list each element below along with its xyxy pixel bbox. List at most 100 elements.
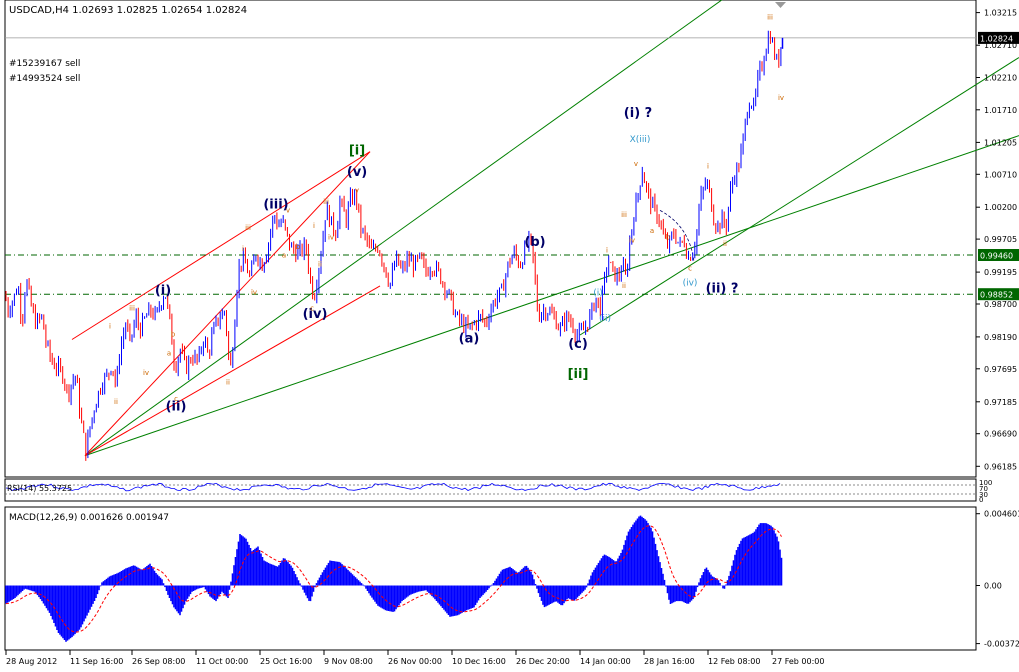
time-tick-label: 26 Dec 20:00: [516, 657, 570, 666]
order-label: #15239167 sell: [9, 59, 80, 69]
price-tick-label: 0.97185: [984, 398, 1017, 407]
candles: [5, 30, 784, 461]
level-price-box: [978, 249, 1019, 261]
price-tick-label: 0.98700: [984, 300, 1017, 309]
price-panel-frame: [4, 0, 977, 478]
wave-label: ii: [723, 240, 727, 248]
wave-label: [ii]: [568, 367, 589, 382]
wave-label: (a): [459, 332, 480, 347]
price-axis: 1.03215 1.02710 1.02210 1.01710 1.01205 1.007…: [976, 9, 1017, 471]
price-tick-label: 1.02710: [984, 41, 1017, 50]
rsi-tick-label: 70: [979, 485, 988, 493]
wave-label: [i]: [349, 143, 365, 158]
macd-tick-label: -0.00372: [984, 640, 1019, 649]
wave-label: v: [355, 186, 359, 194]
time-tick-label: 25 Oct 16:00: [260, 657, 312, 666]
wave-label: iii: [323, 198, 329, 206]
wave-label: i: [313, 222, 315, 230]
horizontal-levels[interactable]: 0.99460 0.98852 1.02824: [5, 31, 1019, 301]
wave-label: (c): [568, 337, 588, 352]
channel-line: [84, 151, 371, 456]
price-tick-label: 0.97695: [984, 365, 1017, 374]
wave-label: (v): [347, 165, 367, 180]
channel-line: [71, 151, 371, 340]
wave-label: c: [310, 305, 314, 313]
current-price-label: 1.02824: [980, 34, 1013, 43]
level-price-label: 0.98852: [980, 291, 1013, 300]
level-price-box: [978, 288, 1019, 301]
time-axis: 28 Aug 2012 11 Sep 16:00 26 Sep 08:00 11 Oc…: [5, 650, 824, 666]
wave-label: iii: [621, 211, 627, 219]
price-tick-label: 1.00200: [984, 203, 1017, 212]
time-tick-label: 9 Nov 08:00: [324, 657, 373, 666]
chart-shift-marker[interactable]: [775, 2, 786, 8]
wave-label: (ii): [166, 400, 187, 415]
wave-label: iii: [245, 224, 251, 232]
wave-label: i: [109, 323, 111, 331]
macd-axis: 0.004601 0.00 -0.00372: [976, 510, 1019, 649]
wave-label: ii: [226, 379, 230, 387]
rsi-tick-label: 0: [979, 496, 983, 504]
current-price-box: [978, 31, 1019, 44]
wave-label: a: [282, 252, 286, 260]
wave-label: (i): [593, 289, 603, 299]
wave-label: iv: [143, 369, 149, 377]
rsi-tick-label: 30: [979, 491, 988, 499]
rsi-label: RSI(14) 55.3725: [7, 484, 72, 493]
wave-label: iv: [328, 234, 334, 242]
price-tick-label: 0.96185: [984, 462, 1017, 471]
wave-label: (b): [524, 235, 545, 250]
price-tick-label: 1.03215: [984, 9, 1017, 18]
price-tick-label: 0.96690: [984, 430, 1017, 439]
wave-label: iv: [251, 288, 257, 296]
wave-label: i: [707, 163, 709, 171]
wave-label: ii: [318, 261, 322, 269]
wave-label: b: [296, 243, 301, 251]
time-tick-label: 11 Sep 16:00: [70, 657, 123, 666]
level-price-label: 0.99460: [980, 252, 1013, 261]
price-tick-label: 1.00710: [984, 170, 1017, 179]
wave-label: (iii): [263, 198, 288, 213]
macd-tick-label: 0.004601: [984, 510, 1019, 519]
rsi-tick-label: 100: [979, 479, 992, 487]
channel-lines[interactable]: [71, 0, 1019, 457]
wave-label: iii: [129, 305, 135, 313]
wave-label: b: [666, 234, 671, 242]
price-tick-label: 0.98190: [984, 333, 1017, 342]
wave-label: c: [174, 395, 178, 403]
wave-label: (iv): [683, 278, 698, 288]
wave-label: v: [634, 160, 638, 168]
price-tick-label: 1.02210: [984, 74, 1017, 83]
rsi-line: [5, 482, 781, 492]
wave-label: X(iii): [630, 135, 651, 145]
time-tick-label: 26 Sep 08:00: [132, 657, 185, 666]
wave-label: b: [171, 330, 176, 338]
wave-label: (iv): [303, 307, 328, 322]
time-tick-label: 14 Jan 00:00: [580, 657, 631, 666]
macd-panel-frame: [4, 506, 977, 651]
rsi-panel[interactable]: RSI(14) 55.3725 100 70 30 0: [4, 478, 992, 504]
time-tick-label: 28 Jan 16:00: [644, 657, 695, 666]
wave-label: c: [688, 264, 692, 272]
wave-label: ii: [114, 398, 118, 406]
macd-label: MACD(12,26,9) 0.001626 0.001947: [9, 513, 169, 523]
wave-label: a: [167, 350, 171, 358]
time-tick-label: 27 Feb 00:00: [772, 657, 824, 666]
channel-line: [579, 57, 1019, 336]
macd-panel[interactable]: MACD(12,26,9) 0.001626 0.001947 0.004601…: [4, 506, 1019, 651]
wave-label: (i): [155, 283, 171, 298]
time-tick-label: 10 Dec 16:00: [452, 657, 506, 666]
channel-line: [84, 135, 1019, 457]
time-tick-label: 12 Feb 08:00: [708, 657, 760, 666]
macd-histogram: [5, 515, 783, 642]
time-tick-label: 26 Nov 00:00: [388, 657, 442, 666]
channel-line: [84, 0, 723, 457]
price-tick-label: 1.01710: [984, 106, 1017, 115]
wave-sketch-line: [659, 210, 695, 263]
price-panel[interactable]: 0.99460 0.98852 1.02824 [i] [ii] (v) (iii) (i)…: [4, 0, 1019, 478]
time-tick-label: 28 Aug 2012: [6, 657, 57, 666]
wave-label: i: [606, 246, 608, 254]
price-tick-label: 1.01205: [984, 138, 1017, 147]
macd-signal-line: [5, 525, 782, 633]
